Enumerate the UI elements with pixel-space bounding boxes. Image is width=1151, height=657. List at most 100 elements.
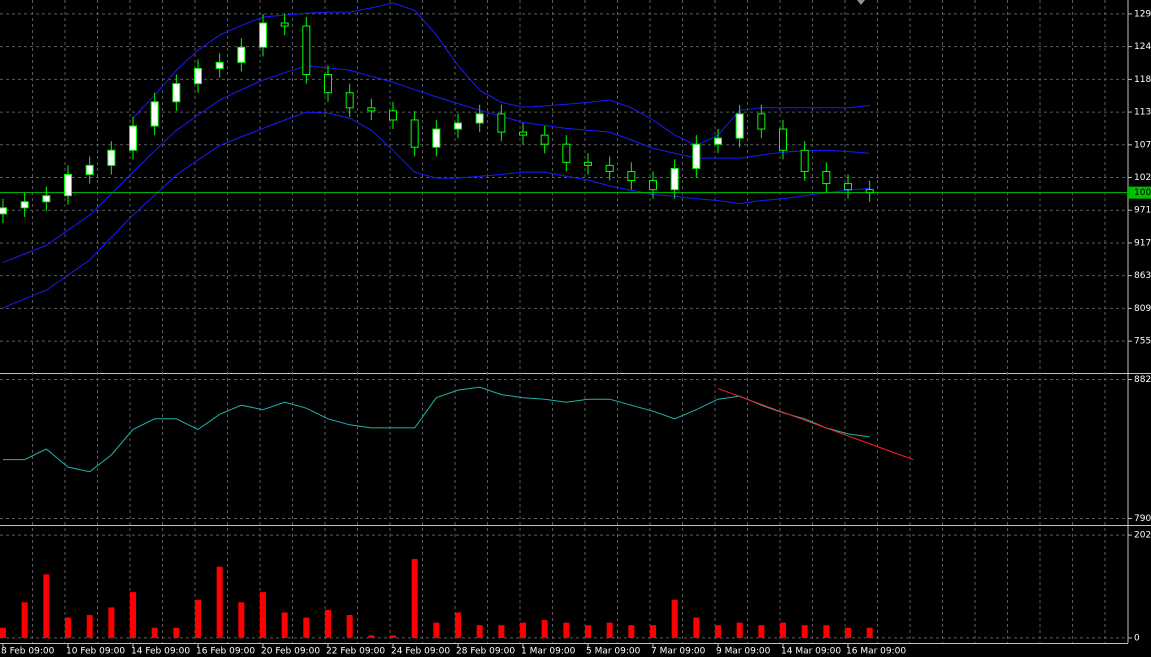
volume-bar [541, 620, 548, 638]
x-tick-label: 10 Feb 09:00 [66, 647, 125, 657]
y-tick-label: 755 [1134, 337, 1151, 347]
candle-body [85, 164, 94, 175]
candle-body [454, 122, 462, 130]
band-upper [132, 2, 870, 146]
band-lower [2, 111, 870, 309]
candle-body [735, 113, 744, 139]
volume-bar [151, 627, 158, 638]
candle-body [280, 22, 289, 27]
candle-body [129, 125, 137, 151]
x-tick-label: 14 Mar 09:00 [781, 647, 841, 657]
volume-bar [693, 617, 700, 638]
candle-body [800, 149, 809, 172]
x-tick-label: 7 Mar 09:00 [651, 647, 706, 657]
y-tick-label: 124 [1134, 42, 1151, 52]
volume-bar [216, 566, 223, 638]
x-tick-label: 16 Feb 09:00 [196, 647, 255, 657]
candle-body [367, 107, 376, 112]
candle-body [410, 119, 419, 148]
y-tick-label: 809 [1134, 304, 1151, 314]
candle-body [150, 101, 159, 127]
candle-body [42, 195, 51, 203]
volume-bar [108, 607, 115, 638]
x-tick-label: 24 Feb 09:00 [391, 647, 450, 657]
candle-body [605, 164, 614, 172]
volume-bar [606, 622, 613, 638]
volume-bar [801, 625, 808, 638]
volume-bar [368, 635, 375, 638]
volume-bar [130, 592, 136, 638]
y-tick-label: 882 [1134, 375, 1151, 385]
candle-body [172, 83, 181, 103]
current-price-box [1128, 186, 1151, 199]
candle-body [692, 143, 701, 169]
candle-body [649, 180, 657, 191]
indicator-line [3, 386, 870, 473]
candle-body [64, 173, 72, 197]
volume-bar [281, 612, 288, 638]
volume-bar [411, 559, 418, 638]
candle-body [20, 201, 29, 209]
y-tick-label: 0 [1134, 633, 1140, 643]
candle-body [540, 134, 549, 145]
trend-line [717, 388, 914, 461]
candle-body [844, 183, 852, 191]
candle-body [519, 131, 527, 136]
candle-body [670, 167, 679, 191]
volume-bar [866, 627, 873, 638]
y-tick-label: 129 [1134, 9, 1151, 19]
x-tick-label: 1 Mar 09:00 [521, 647, 576, 657]
y-tick-label: 863 [1134, 271, 1151, 281]
candle-body [562, 143, 571, 163]
volume-bar [86, 615, 93, 638]
volume-bar [455, 612, 461, 638]
volume-bar [260, 592, 266, 638]
candle-body [345, 92, 354, 109]
candle-body [714, 137, 722, 145]
volume-bar [780, 622, 786, 638]
y-tick-label: 971 [1134, 206, 1151, 216]
volume-bar [498, 625, 505, 638]
candle-body [497, 113, 506, 133]
y-tick-label: 113 [1134, 108, 1151, 118]
volume-bar [758, 625, 765, 638]
volume-bar [346, 615, 353, 638]
volume-bar [520, 622, 526, 638]
x-tick-label: 9 Mar 09:00 [716, 647, 771, 657]
volume-bar [476, 625, 483, 638]
y-tick-label: 118 [1134, 75, 1151, 85]
volume-bar [563, 622, 570, 638]
volume-bar [433, 622, 440, 638]
x-tick-label: 5 Mar 09:00 [586, 647, 641, 657]
candle-body [259, 22, 267, 48]
x-tick-label: 16 Mar 09:00 [846, 647, 906, 657]
candle-body [237, 46, 246, 63]
volume-bar [0, 627, 6, 638]
scroll-marker [857, 0, 865, 5]
candle-body [822, 170, 831, 185]
volume-bar [585, 625, 591, 638]
y-tick-label: 917 [1134, 238, 1151, 248]
y-tick-label: 102 [1134, 173, 1151, 183]
band-middle [2, 65, 870, 263]
volume-bar [65, 617, 71, 638]
volume-bar [173, 627, 180, 638]
candle-body [432, 128, 441, 148]
candle-body [757, 113, 766, 130]
y-tick-label: 107 [1134, 140, 1151, 150]
volume-bar [671, 599, 678, 638]
x-tick-label: 8 Feb 09:00 [1, 647, 55, 657]
volume-bar [325, 609, 331, 638]
candle-body [779, 128, 787, 151]
volume-bar [303, 617, 310, 638]
candle-body [107, 149, 116, 166]
candle-body [215, 61, 224, 69]
x-tick-label: 28 Feb 09:00 [456, 647, 515, 657]
volume-bar [195, 599, 201, 638]
volume-bar [390, 635, 396, 638]
current-price-label: 100 [1134, 188, 1151, 198]
candle-body [194, 67, 202, 85]
y-tick-label: 202 [1134, 531, 1151, 541]
